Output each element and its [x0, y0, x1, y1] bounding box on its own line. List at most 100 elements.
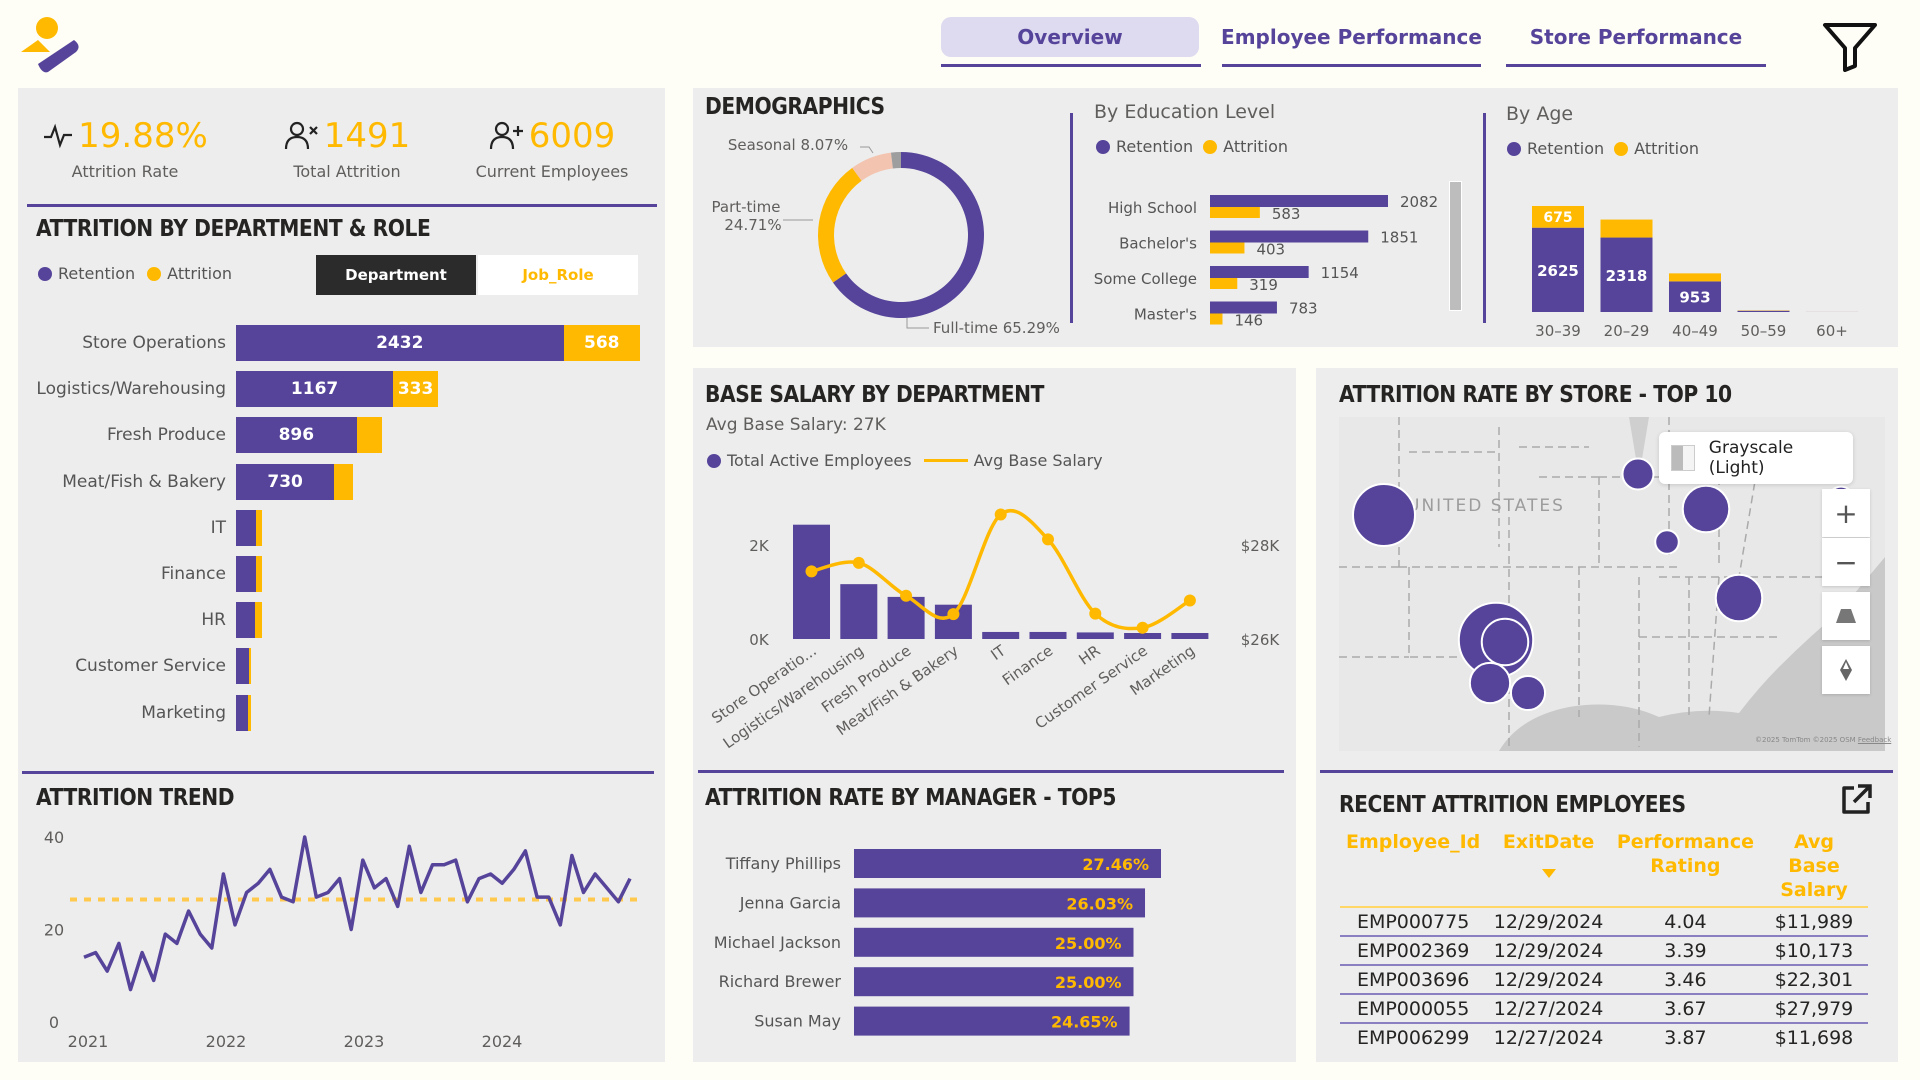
dept-bar-row[interactable]: Finance	[18, 556, 658, 592]
store-bubble[interactable]	[1480, 617, 1530, 667]
age-bar-retention	[1737, 310, 1790, 312]
toggle-job-role[interactable]: Job_Role	[478, 255, 638, 295]
dept-bar-row[interactable]: Marketing	[18, 694, 658, 731]
dept-bar-label: Finance	[160, 564, 226, 584]
map-zoom-in-button[interactable]: +	[1822, 489, 1870, 537]
age-bar-attrition	[1600, 219, 1653, 238]
age-category-label: 30–39	[1535, 322, 1581, 340]
table-cell: $27,979	[1759, 994, 1868, 1024]
edu-value-attrition: 403	[1256, 241, 1285, 259]
tab-employee-performance[interactable]: Employee Performance	[1221, 17, 1482, 57]
table-cell: $11,989	[1759, 907, 1868, 937]
export-icon[interactable]	[1838, 782, 1874, 818]
education-legend-attrition: Attrition	[1223, 137, 1289, 156]
store-bubble[interactable]	[1352, 483, 1416, 547]
kpi-attrition-rate: 19.88% Attrition Rate	[40, 116, 210, 181]
dept-bar-label: IT	[210, 517, 226, 538]
col-exit-date[interactable]: ExitDate	[1486, 830, 1611, 908]
dept-bar-retention: 730	[236, 463, 335, 500]
dept-bar-attrition	[248, 648, 252, 685]
dept-bar-row[interactable]: Customer Service	[18, 648, 658, 685]
dept-bar-label: Logistics/Warehousing	[36, 379, 226, 400]
map-feedback-link[interactable]: Feedback	[1857, 736, 1892, 744]
map-country-label: UNITED STATES	[1407, 496, 1565, 516]
age-category-label: 40–49	[1672, 322, 1718, 340]
edu-category-label: Some College	[1094, 270, 1197, 288]
age-legend-retention: Retention	[1527, 139, 1605, 158]
trend-divider	[22, 771, 654, 774]
salary-bar	[840, 584, 878, 639]
salary-point	[947, 608, 960, 621]
dept-bar-row[interactable]: Logistics/Warehousing 1167 333	[18, 371, 658, 408]
education-legend-attrition-dot	[1203, 139, 1218, 154]
map-basemap: UNITED STATES	[1339, 417, 1885, 751]
age-bar-retention	[1669, 281, 1721, 312]
table-row[interactable]: EMP000775 12/29/2024 4.04 $11,989	[1340, 907, 1868, 937]
age-bar-attrition	[1532, 206, 1584, 228]
age-category-label: 50–59	[1741, 322, 1787, 340]
age-title: By Age	[1506, 103, 1574, 125]
dept-bar-retention	[236, 602, 255, 639]
edu-value-retention: 1154	[1321, 264, 1359, 282]
demographics-divider-2	[1483, 113, 1486, 323]
dept-bar-row[interactable]: IT	[18, 509, 658, 546]
edu-bar-attrition	[1210, 207, 1260, 218]
education-legend-retention: Retention	[1116, 137, 1194, 156]
legend-retention-dot	[38, 266, 52, 281]
store-bubble[interactable]	[1468, 661, 1512, 705]
trend-title: ATTRITION TREND	[36, 785, 235, 811]
education-scrollbar[interactable]	[1449, 181, 1462, 311]
tab-store-performance[interactable]: Store Performance	[1506, 17, 1766, 57]
store-bubble[interactable]	[1509, 674, 1547, 712]
salary-bar	[1171, 633, 1209, 639]
trend-line-chart: 0 20 40 2021 2022 2023 2024	[44, 828, 640, 1051]
salary-legend-salary: Avg Base Salary	[973, 451, 1103, 470]
store-bubble[interactable]	[1714, 573, 1764, 623]
recent-divider	[1320, 770, 1893, 773]
dept-bar-row[interactable]: HR	[18, 602, 658, 639]
table-cell: EMP002369	[1340, 936, 1487, 966]
manager-label: Jenna Garcia	[739, 893, 841, 912]
dept-bar-attrition	[256, 509, 262, 546]
map-compass-button[interactable]	[1822, 646, 1870, 694]
map-tilt-button[interactable]	[1822, 592, 1870, 640]
dept-bar-label: Customer Service	[75, 656, 226, 677]
col-performance-rating[interactable]: Performance Rating	[1610, 830, 1760, 908]
app-logo	[18, 12, 84, 74]
tab-overview-label: Overview	[1017, 25, 1123, 49]
map-style-picker[interactable]: Grayscale (Light)	[1659, 432, 1853, 484]
table-cell: EMP000055	[1340, 994, 1487, 1024]
salary-bar	[982, 631, 1020, 639]
age-legend-attrition: Attrition	[1634, 139, 1700, 158]
store-bubble[interactable]	[1681, 484, 1731, 534]
salary-point	[805, 565, 818, 578]
dept-bar-row[interactable]: Fresh Produce 896	[18, 417, 658, 454]
col-employee-id[interactable]: Employee_Id	[1340, 830, 1487, 908]
filter-icon[interactable]	[1822, 22, 1878, 72]
table-row[interactable]: EMP003696 12/29/2024 3.46 $22,301	[1340, 965, 1868, 995]
store-bubble[interactable]	[1621, 457, 1655, 491]
tab-overview[interactable]: Overview	[941, 17, 1199, 57]
map-zoom-out-button[interactable]: −	[1822, 538, 1870, 586]
minus-icon: −	[1834, 545, 1858, 579]
table-row[interactable]: EMP002369 12/29/2024 3.39 $10,173	[1340, 936, 1868, 966]
manager-title: ATTRITION RATE BY MANAGER - TOP5	[705, 785, 1116, 811]
recent-attrition-table: Employee_Id ExitDate Performance Rating …	[1340, 830, 1868, 1052]
col-avg-base-salary[interactable]: Avg Base Salary	[1759, 830, 1868, 908]
age-category-label: 20–29	[1604, 322, 1650, 340]
dept-bar-row[interactable]: Store Operations 2432 568	[18, 325, 658, 361]
table-row[interactable]: EMP000055 12/27/2024 3.67 $27,979	[1340, 994, 1868, 1024]
edu-value-attrition: 583	[1272, 205, 1301, 223]
manager-bar	[854, 927, 1134, 957]
edu-category-label: Bachelor's	[1119, 235, 1197, 253]
legend-retention-label: Retention	[58, 264, 136, 283]
dept-bar-row[interactable]: Meat/Fish & Bakery 730	[18, 463, 658, 500]
trend-x-tick: 2023	[344, 1032, 385, 1051]
store-bubble[interactable]	[1654, 529, 1680, 555]
salary-bar	[1124, 633, 1162, 639]
table-cell: 4.04	[1610, 907, 1760, 937]
table-row[interactable]: EMP006299 12/27/2024 3.87 $11,698	[1340, 1023, 1868, 1052]
toggle-department[interactable]: Department	[316, 255, 476, 295]
edu-value-retention: 783	[1289, 300, 1318, 318]
salary-legend-employees: Total Active Employees	[727, 451, 912, 470]
